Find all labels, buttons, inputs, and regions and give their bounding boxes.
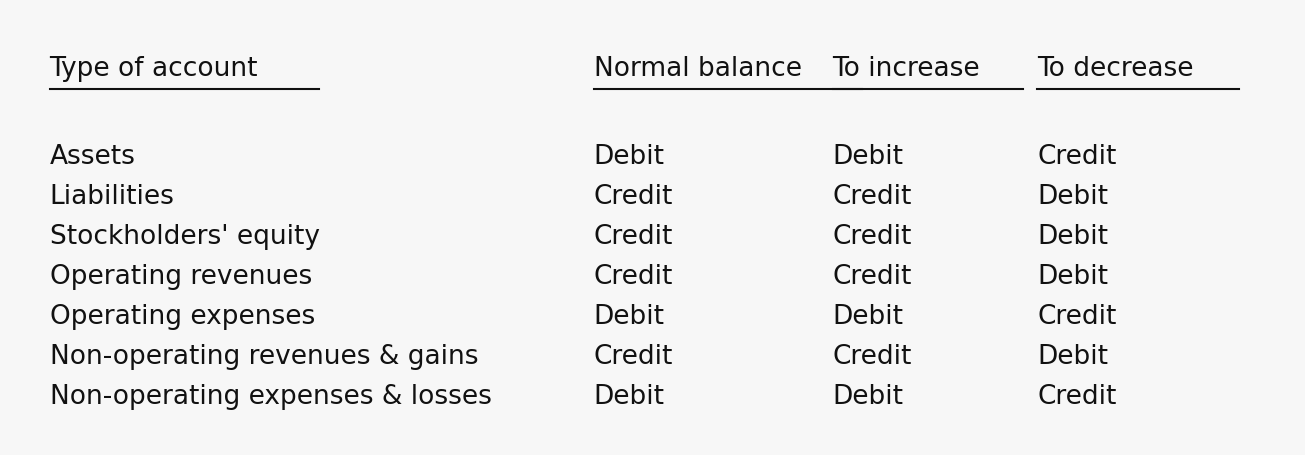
Text: Credit: Credit — [833, 223, 912, 249]
Text: Credit: Credit — [594, 223, 673, 249]
Text: Type of account: Type of account — [50, 56, 258, 82]
Text: Credit: Credit — [594, 183, 673, 209]
Text: Credit: Credit — [594, 263, 673, 289]
Text: Debit: Debit — [833, 143, 903, 169]
Text: Debit: Debit — [594, 303, 664, 329]
Text: Debit: Debit — [1037, 183, 1108, 209]
Text: Debit: Debit — [594, 143, 664, 169]
Text: Operating revenues: Operating revenues — [50, 263, 312, 289]
Text: Credit: Credit — [1037, 384, 1117, 410]
Text: Debit: Debit — [833, 384, 903, 410]
Text: Credit: Credit — [1037, 303, 1117, 329]
Text: Credit: Credit — [1037, 143, 1117, 169]
Text: Credit: Credit — [833, 263, 912, 289]
Text: Credit: Credit — [833, 344, 912, 369]
Text: To increase: To increase — [833, 56, 980, 82]
Text: Debit: Debit — [833, 303, 903, 329]
Text: Non-operating expenses & losses: Non-operating expenses & losses — [50, 384, 492, 410]
Text: Credit: Credit — [833, 183, 912, 209]
Text: Debit: Debit — [594, 384, 664, 410]
Text: Credit: Credit — [594, 344, 673, 369]
Text: Debit: Debit — [1037, 344, 1108, 369]
Text: Debit: Debit — [1037, 263, 1108, 289]
Text: Normal balance: Normal balance — [594, 56, 801, 82]
Text: Stockholders' equity: Stockholders' equity — [50, 223, 320, 249]
Text: Liabilities: Liabilities — [50, 183, 175, 209]
Text: Assets: Assets — [50, 143, 136, 169]
Text: Non-operating revenues & gains: Non-operating revenues & gains — [50, 344, 478, 369]
Text: Debit: Debit — [1037, 223, 1108, 249]
Text: Operating expenses: Operating expenses — [50, 303, 315, 329]
Text: To decrease: To decrease — [1037, 56, 1194, 82]
